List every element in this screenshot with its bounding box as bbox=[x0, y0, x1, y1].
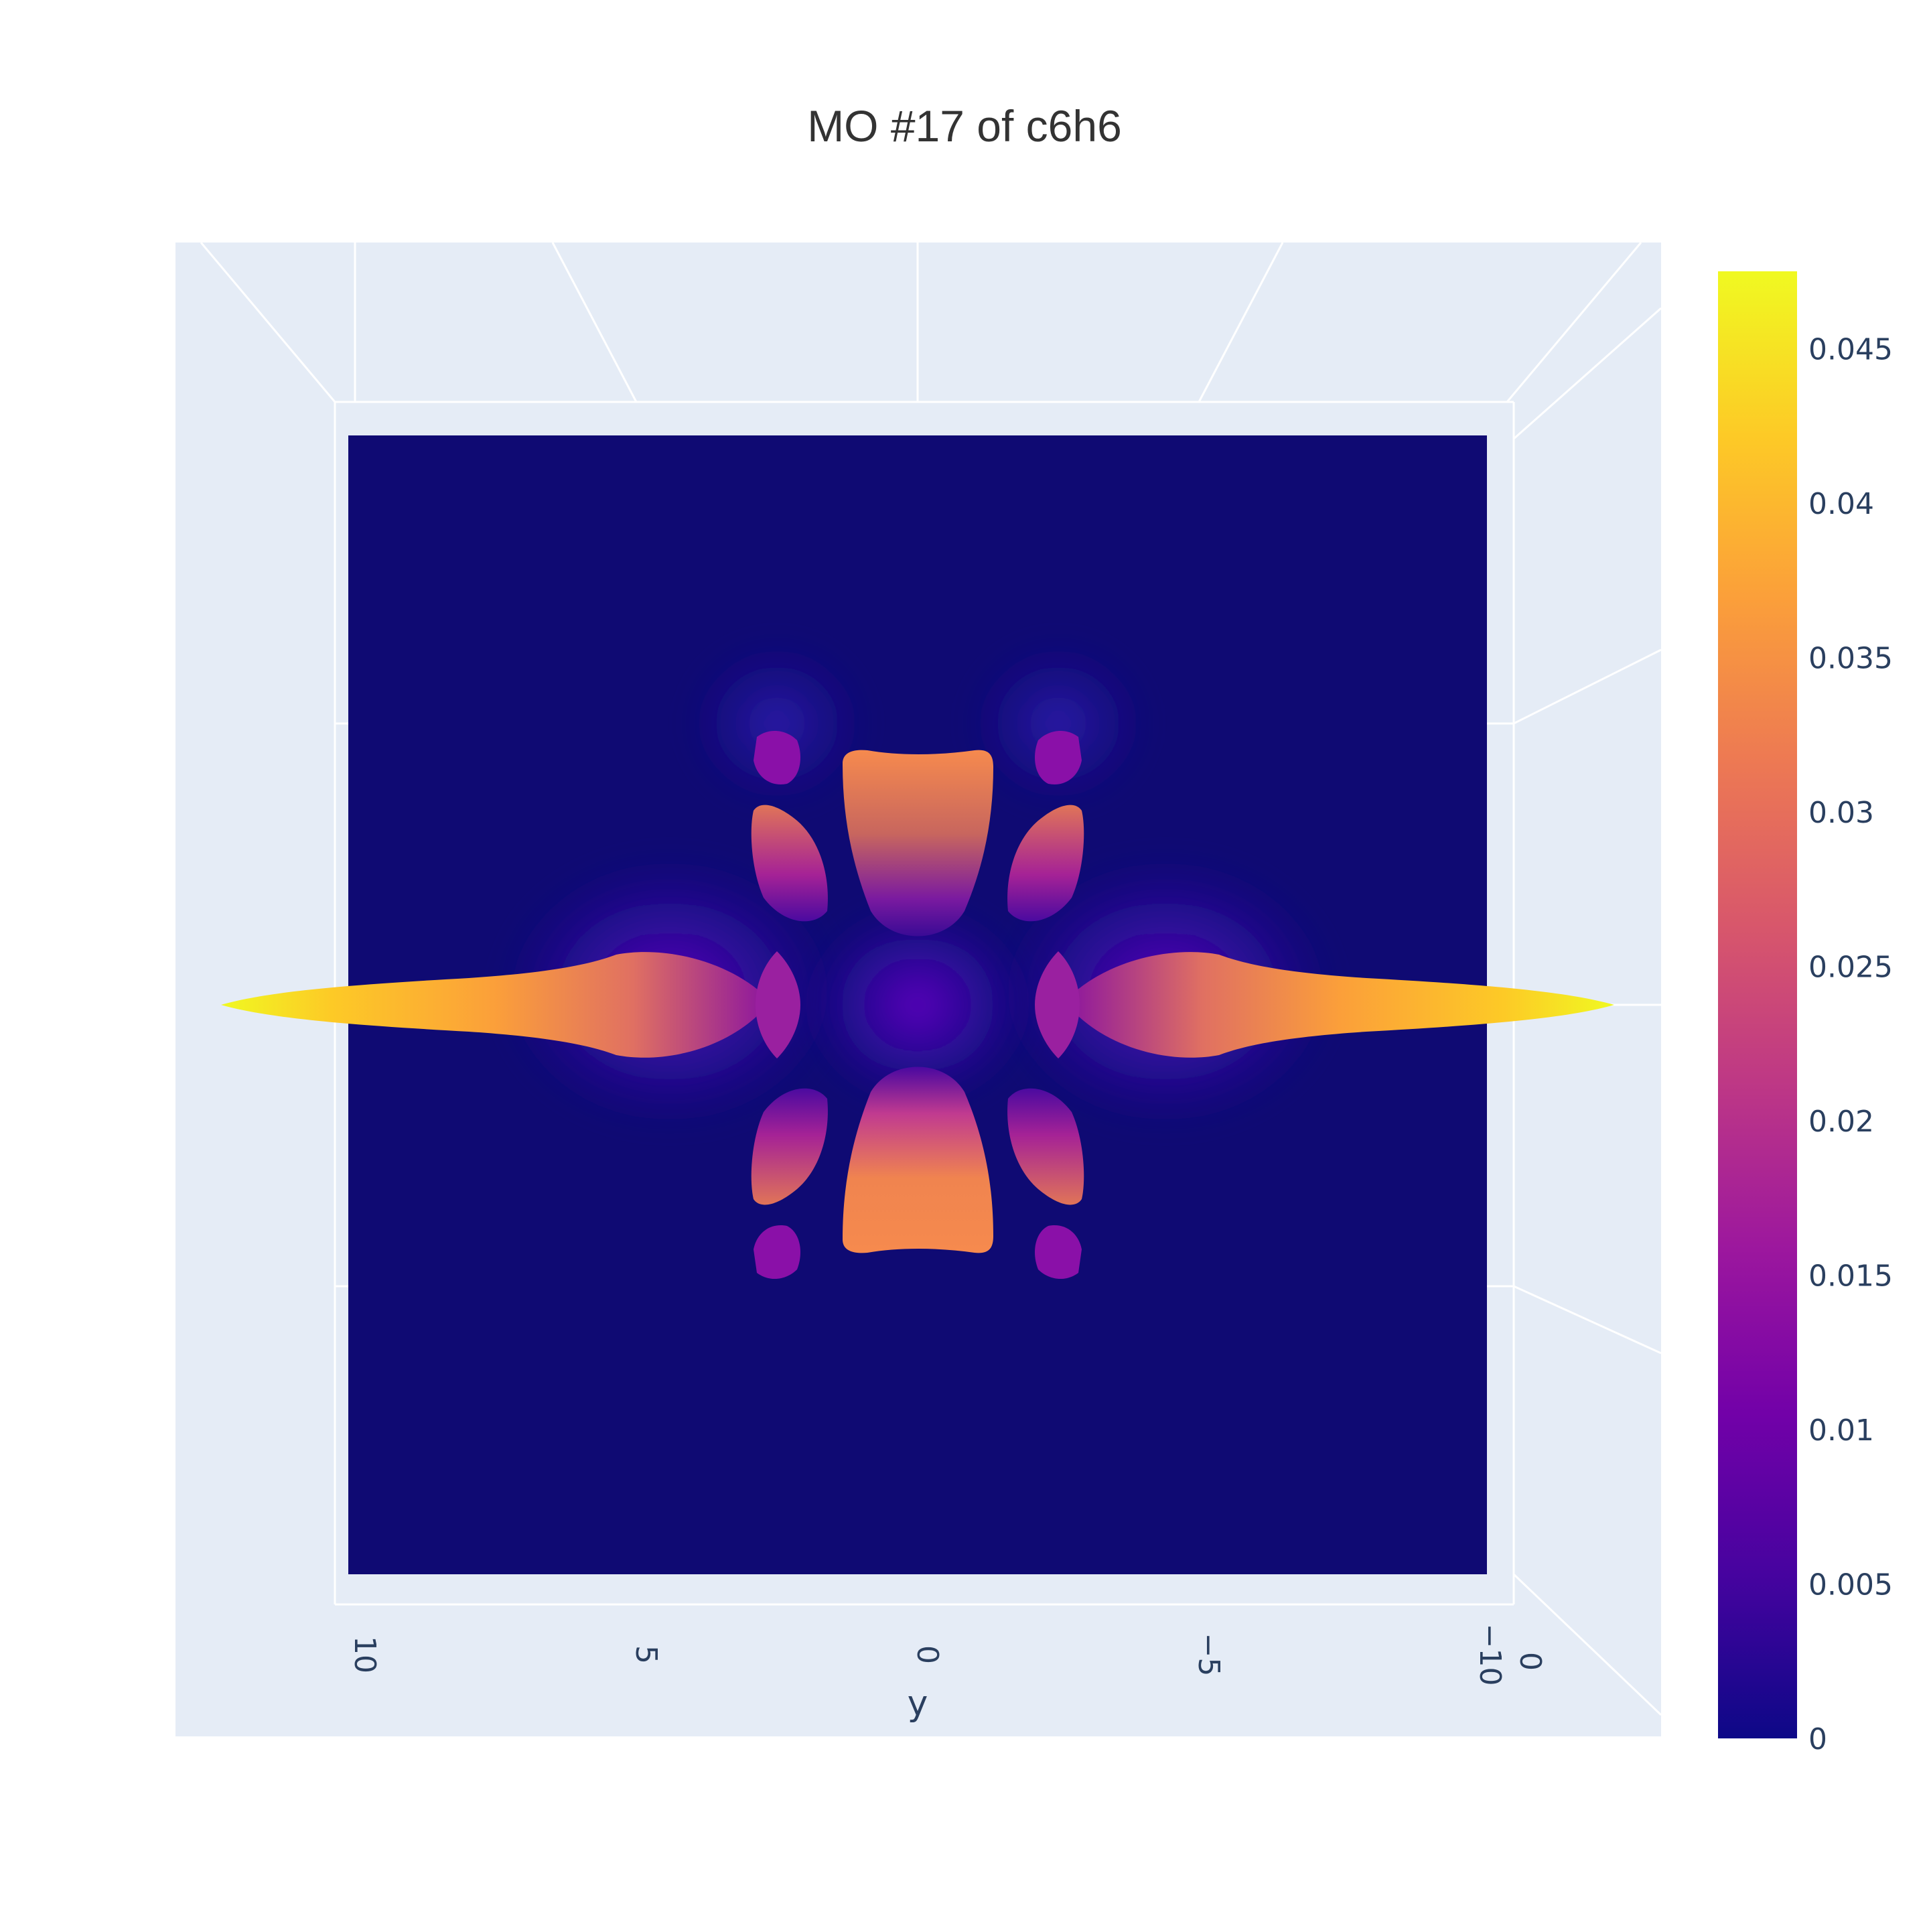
colorbar-tick-label: 0.01 bbox=[1808, 1413, 1874, 1448]
x-tick-label: 5 bbox=[629, 1645, 663, 1664]
grid-line bbox=[551, 242, 638, 403]
colorbar-tick-label: 0.015 bbox=[1808, 1259, 1893, 1293]
colorbar-tick-label: 0.005 bbox=[1808, 1568, 1893, 1602]
tip-upper-right bbox=[1035, 730, 1082, 784]
lobe-upper-right bbox=[1007, 805, 1084, 922]
colorbar-ticks: 0 0.005 0.01 0.015 0.02 0.025 0.03 0.035 0.04 0.0… bbox=[1808, 332, 1893, 1756]
grid-line bbox=[1513, 648, 1662, 725]
colorbar-tick-label: 0.03 bbox=[1808, 796, 1874, 830]
grid-line bbox=[1513, 307, 1662, 440]
spike-right bbox=[1065, 952, 1614, 1058]
grid-line bbox=[1198, 242, 1284, 403]
lobe-center-top bbox=[843, 750, 993, 937]
colorbar-tick-label: 0.025 bbox=[1808, 950, 1893, 984]
grid-line bbox=[200, 242, 336, 403]
colorbar-tick-label: 0 bbox=[1808, 1722, 1827, 1756]
spike-left bbox=[221, 952, 770, 1058]
x-tick-label: 0 bbox=[910, 1645, 944, 1664]
tip-upper-left bbox=[754, 730, 800, 784]
grid-line bbox=[1506, 242, 1642, 403]
node-ring-left bbox=[756, 951, 800, 1058]
colorbar-gradient bbox=[1718, 271, 1797, 1738]
x-tick-label: −5 bbox=[1192, 1633, 1226, 1677]
chart-title: MO #17 of c6h6 bbox=[807, 101, 1122, 151]
x-axis-ticks: 10 5 0 −5 −10 bbox=[348, 1624, 1507, 1686]
lobe-lower-left bbox=[751, 1088, 828, 1205]
lobe-upper-left bbox=[751, 805, 828, 922]
colorbar-tick-label: 0.045 bbox=[1808, 332, 1893, 366]
glow-upper-right bbox=[964, 636, 1152, 811]
colorbar-tick-label: 0.035 bbox=[1808, 641, 1893, 675]
depth-axis-tick: 0 bbox=[1513, 1652, 1547, 1671]
colorbar: 0 0.005 0.01 0.015 0.02 0.025 0.03 0.035 0.04 0.0… bbox=[1718, 271, 1893, 1756]
x-tick-label: −10 bbox=[1473, 1624, 1507, 1686]
tip-lower-left bbox=[754, 1225, 800, 1280]
grid-line bbox=[1513, 1285, 1662, 1355]
tip-lower-right bbox=[1035, 1225, 1082, 1280]
orbital-isosurface bbox=[221, 636, 1614, 1280]
x-tick-label: 10 bbox=[348, 1636, 382, 1673]
node-ring-right bbox=[1035, 951, 1080, 1058]
grid-line bbox=[1512, 1573, 1662, 1716]
lobe-lower-right bbox=[1007, 1088, 1084, 1205]
glow-center bbox=[797, 898, 1038, 1112]
lobe-center-bottom bbox=[843, 1066, 993, 1253]
x-axis-title: y bbox=[908, 1683, 928, 1724]
colorbar-tick-label: 0.02 bbox=[1808, 1105, 1874, 1139]
colorbar-tick-label: 0.04 bbox=[1808, 487, 1874, 521]
glow-upper-left bbox=[683, 636, 871, 811]
